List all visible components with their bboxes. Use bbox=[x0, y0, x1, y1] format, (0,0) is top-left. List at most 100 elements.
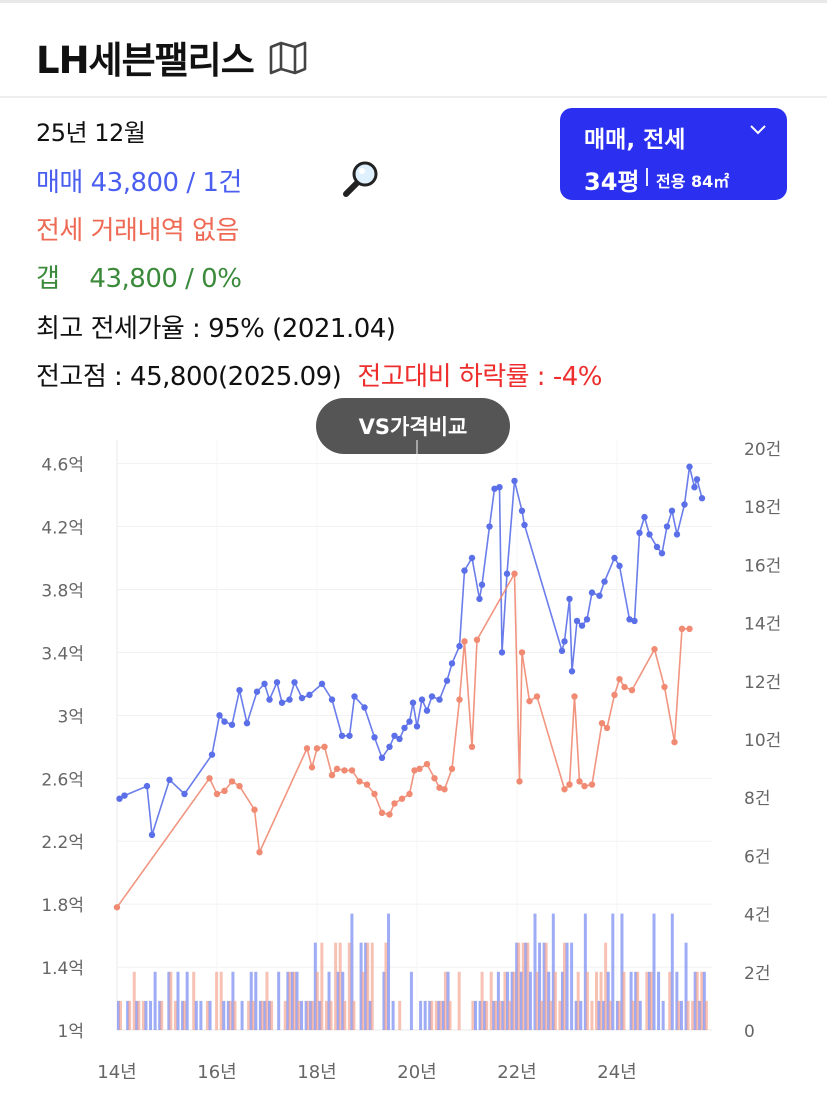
sale-point bbox=[401, 724, 408, 732]
volume-bar-jeonse bbox=[645, 971, 649, 1030]
sale-point bbox=[561, 638, 568, 645]
volume-bar-sale bbox=[254, 971, 258, 1030]
x-tick-label: 16년 bbox=[197, 1062, 236, 1083]
jeonse-point bbox=[561, 786, 568, 793]
volume-bar-jeonse bbox=[695, 971, 699, 1030]
left-tick-label: 3.4억 bbox=[41, 644, 84, 664]
gap-label: 갭 bbox=[36, 264, 60, 294]
sale-point bbox=[498, 649, 506, 656]
volume-bar-sale bbox=[474, 1000, 477, 1030]
volume-bar-jeonse bbox=[384, 942, 388, 1030]
sale-point bbox=[596, 592, 603, 599]
volume-bar-jeonse bbox=[617, 1000, 621, 1030]
jeonse-point bbox=[671, 738, 678, 746]
volume-bar-jeonse bbox=[649, 971, 653, 1030]
volume-bar-sale bbox=[652, 913, 656, 1030]
volume-bar-sale bbox=[144, 1000, 148, 1030]
volume-bar-jeonse bbox=[498, 1000, 502, 1030]
volume-bar-sale bbox=[268, 1000, 272, 1030]
peak-info: 전고점 : 45,800(2025.09) 전고대비 하락률 : -4% bbox=[36, 356, 602, 393]
sale-point bbox=[583, 616, 591, 623]
sale-point bbox=[148, 831, 156, 839]
jeonse-point bbox=[328, 771, 336, 779]
volume-bar-sale bbox=[126, 1000, 130, 1030]
map-icon[interactable] bbox=[268, 41, 308, 79]
jeonse-point bbox=[251, 806, 258, 813]
volume-bar-sale bbox=[135, 1000, 139, 1030]
volume-bar-sale bbox=[176, 971, 180, 1030]
volume-bar-sale bbox=[419, 1000, 423, 1030]
sale-point bbox=[351, 693, 358, 700]
volume-bar-sale bbox=[437, 1000, 441, 1030]
jeonse-point bbox=[411, 767, 418, 774]
left-tick-label: 3.8억 bbox=[41, 581, 84, 601]
jeonse-point bbox=[391, 800, 398, 807]
sale-point bbox=[406, 718, 413, 725]
volume-bar-sale bbox=[647, 971, 651, 1030]
volume-bar-sale bbox=[602, 1000, 606, 1030]
sale-point bbox=[298, 694, 306, 702]
volume-bar-jeonse bbox=[343, 1000, 347, 1030]
sale-point bbox=[236, 686, 243, 694]
jeonse-point bbox=[341, 767, 348, 774]
sale-point bbox=[228, 721, 236, 728]
sale-point bbox=[521, 521, 528, 529]
jeonse-point bbox=[518, 649, 526, 656]
vs-compare-button[interactable]: VS가격비교 bbox=[316, 398, 510, 454]
sale-point bbox=[476, 595, 483, 603]
volume-bar-sale bbox=[350, 913, 354, 1030]
left-tick-label: 1.4억 bbox=[41, 959, 84, 979]
sale-point bbox=[318, 680, 326, 688]
sale-point bbox=[338, 732, 346, 739]
jeonse-point bbox=[303, 745, 311, 752]
volume-bar-jeonse bbox=[631, 1000, 635, 1030]
right-tick-label: 18건 bbox=[744, 498, 781, 518]
left-tick-label: 2.2억 bbox=[41, 833, 84, 853]
sale-point bbox=[568, 668, 576, 675]
type-selector[interactable]: 매매, 전세 34평 전용 84㎡ bbox=[560, 108, 787, 200]
sale-point bbox=[143, 782, 151, 790]
volume-bar-jeonse bbox=[132, 971, 136, 1030]
sale-point bbox=[266, 696, 273, 703]
volume-bar-jeonse bbox=[457, 971, 461, 1030]
right-tick-label: 10건 bbox=[744, 731, 781, 751]
sale-point bbox=[216, 712, 223, 719]
magnifier-icon[interactable] bbox=[338, 160, 382, 204]
sale-point bbox=[361, 704, 368, 711]
sale-point bbox=[578, 622, 586, 629]
volume-bar-jeonse bbox=[260, 1000, 264, 1030]
volume-bar-sale bbox=[364, 942, 368, 1030]
volume-bar-jeonse bbox=[485, 1000, 489, 1030]
volume-bar-jeonse bbox=[434, 1000, 438, 1030]
sale-point bbox=[616, 562, 623, 570]
volume-bar-sale bbox=[478, 1000, 482, 1030]
volume-bar-jeonse bbox=[521, 942, 525, 1030]
jeonse-point bbox=[363, 781, 371, 788]
jeonse-point bbox=[598, 720, 606, 727]
volume-bar-sale bbox=[542, 942, 546, 1030]
jeonse-point bbox=[416, 765, 423, 773]
volume-bar-jeonse bbox=[370, 942, 374, 1030]
jeonse-point bbox=[313, 745, 321, 752]
volume-bar-sale bbox=[295, 971, 299, 1030]
sale-point bbox=[491, 485, 498, 492]
volume-bar-jeonse bbox=[535, 971, 539, 1030]
jeonse-summary: 전세 거래내역 없음 bbox=[36, 216, 239, 246]
volume-bar-sale bbox=[194, 1000, 198, 1030]
volume-bar-sale bbox=[117, 1000, 120, 1030]
right-tick-label: 4건 bbox=[744, 906, 770, 926]
volume-bar-jeonse bbox=[160, 1000, 164, 1030]
volume-bar-jeonse bbox=[636, 971, 640, 1030]
volume-bar-sale bbox=[638, 1000, 642, 1030]
jeonse-point bbox=[308, 764, 316, 771]
jeonse-point bbox=[473, 636, 481, 644]
volume-bar-sale bbox=[702, 971, 706, 1030]
volume-bar-jeonse bbox=[292, 971, 296, 1030]
jeonse-point bbox=[406, 790, 413, 798]
volume-bar-sale bbox=[423, 1000, 427, 1030]
jeonse-point bbox=[678, 625, 686, 632]
volume-bar-sale bbox=[222, 1000, 226, 1030]
sale-point bbox=[601, 578, 608, 585]
volume-bar-sale bbox=[670, 913, 674, 1030]
volume-bar-sale bbox=[693, 971, 697, 1030]
